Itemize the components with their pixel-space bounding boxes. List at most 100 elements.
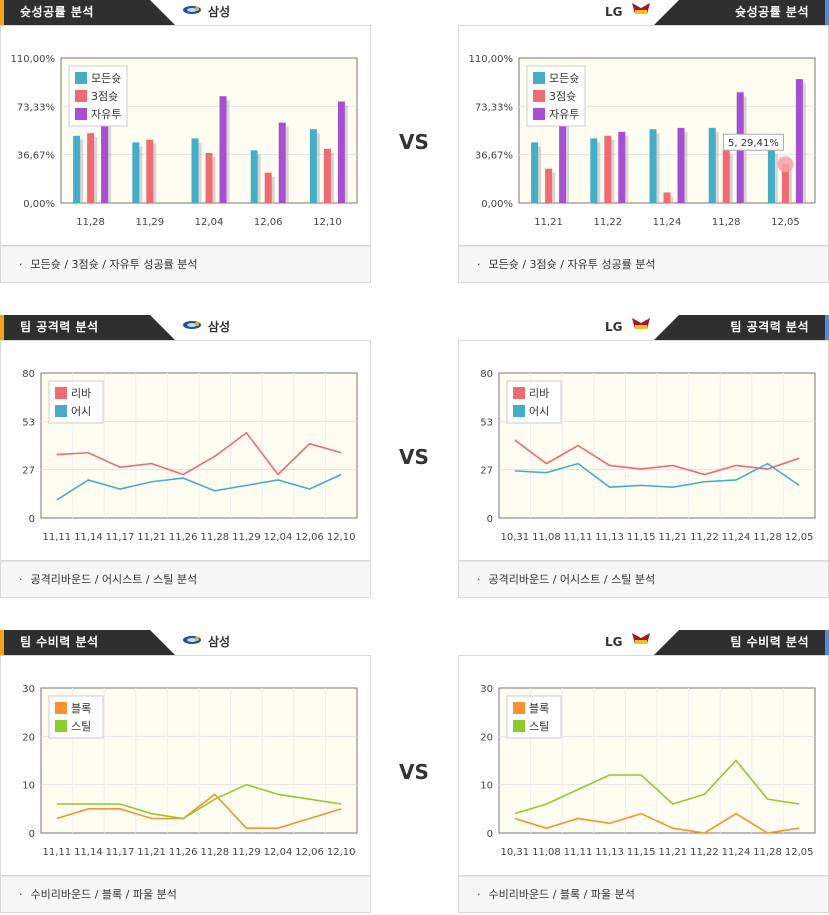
y-tick-label: 10 bbox=[480, 781, 493, 792]
bar bbox=[618, 131, 626, 203]
panel-shooting-samsung: 슛성공률 분석 삼성 0,00% 36,67% 73,33% 110,00% 11,28… bbox=[0, 0, 371, 283]
series-line bbox=[514, 439, 800, 476]
header-accent bbox=[825, 630, 829, 655]
tooltip-box bbox=[722, 133, 784, 151]
x-tick-label: 11,26 bbox=[169, 532, 198, 543]
bar bbox=[87, 133, 95, 203]
chart-container: 0 10 20 30 11,11 11,14 11,17 11,21 11,26 11,28 11,… bbox=[0, 655, 371, 876]
series-line bbox=[56, 431, 342, 476]
team-name: LG bbox=[605, 5, 623, 19]
section-header: 슛성공률 분석 삼성 bbox=[0, 0, 371, 25]
legend-label: 모든슛 bbox=[549, 72, 579, 85]
y-tick-label: 80 bbox=[480, 369, 493, 380]
x-tick-label: 11,21 bbox=[534, 217, 563, 228]
x-tick-label: 11,28 bbox=[753, 532, 782, 543]
section-title: 팀 공격력 분석 bbox=[0, 315, 175, 340]
panel-offense-samsung: 팀 공격력 분석 삼성 0 27 53 80 11,11 11,14 11,17 11,21 1… bbox=[0, 315, 371, 598]
chart-footer: · 수비리바운드 / 블록 / 파울 분석 bbox=[458, 876, 829, 913]
x-tick-label: 12,06 bbox=[295, 847, 324, 858]
legend-label: 3점슛 bbox=[549, 90, 576, 103]
header-accent bbox=[825, 0, 829, 25]
bar bbox=[323, 148, 331, 203]
bar bbox=[559, 118, 567, 203]
chart-container: 0 27 53 80 11,11 11,14 11,17 11,21 11,26 11,28 11,… bbox=[0, 340, 371, 561]
chart-footer: · 공격리바운드 / 어시스트 / 스틸 분석 bbox=[458, 561, 829, 598]
section-title: 팀 수비력 분석 bbox=[654, 630, 829, 655]
section-title: 팀 공격력 분석 bbox=[654, 315, 829, 340]
header-accent bbox=[0, 0, 4, 25]
y-tick-label: 110,00% bbox=[11, 54, 56, 65]
samsung-logo-icon bbox=[182, 315, 202, 340]
series-line bbox=[56, 793, 342, 829]
x-tick-label: 10,31 bbox=[500, 532, 529, 543]
bar bbox=[604, 135, 612, 203]
section-header: 팀 공격력 분석 LG bbox=[458, 315, 829, 340]
bar bbox=[649, 129, 657, 203]
x-tick-label: 12,05 bbox=[785, 532, 814, 543]
legend-label: 리바 bbox=[71, 387, 91, 400]
section-title: 팀 수비력 분석 bbox=[0, 630, 175, 655]
bar bbox=[677, 127, 685, 203]
lg-logo-icon bbox=[631, 630, 651, 655]
x-tick-label: 12,06 bbox=[254, 217, 283, 228]
legend-swatch bbox=[55, 387, 67, 399]
section-title: 슛성공률 분석 bbox=[654, 0, 829, 25]
legend-swatch bbox=[55, 720, 67, 732]
bar bbox=[278, 122, 286, 203]
legend-label: 자유투 bbox=[91, 108, 121, 121]
x-tick-label: 12,10 bbox=[327, 532, 356, 543]
x-tick-label: 11,21 bbox=[137, 847, 166, 858]
chart-container: 0,00% 36,67% 73,33% 110,00% 11,28 11,29 12,04 1… bbox=[0, 25, 371, 246]
bar bbox=[545, 168, 553, 203]
team-label: LG bbox=[605, 0, 657, 25]
x-tick-label: 12,10 bbox=[327, 847, 356, 858]
x-tick-label: 11,28 bbox=[712, 217, 741, 228]
x-tick-label: 10,31 bbox=[500, 847, 529, 858]
chart-footer: · 공격리바운드 / 어시스트 / 스틸 분석 bbox=[0, 561, 371, 598]
bar bbox=[250, 150, 258, 203]
legend-swatch bbox=[533, 108, 545, 120]
legend-swatch bbox=[75, 90, 87, 102]
x-tick-label: 11,28 bbox=[76, 217, 105, 228]
team-label: LG bbox=[605, 315, 657, 340]
panel-defense-lg: 팀 수비력 분석 LG 0 10 20 30 10,31 11,08 11,11 11,13 1… bbox=[458, 630, 829, 913]
y-tick-label: 53 bbox=[22, 417, 35, 428]
x-tick-label: 11,22 bbox=[690, 532, 719, 543]
y-tick-label: 27 bbox=[22, 466, 35, 477]
x-tick-label: 12,04 bbox=[264, 532, 293, 543]
legend-label: 어시 bbox=[71, 405, 91, 418]
header-accent bbox=[0, 630, 4, 655]
bar bbox=[309, 129, 317, 203]
chart-container: 0,00% 36,67% 73,33% 110,00% 11,21 11,22 11,24 1… bbox=[458, 25, 829, 246]
team-label: 삼성 bbox=[182, 315, 230, 340]
legend-swatch bbox=[513, 702, 525, 714]
team-name: 삼성 bbox=[208, 320, 231, 334]
bar bbox=[663, 192, 671, 203]
x-tick-label: 11,13 bbox=[595, 532, 624, 543]
section-header: 슛성공률 분석 LG bbox=[458, 0, 829, 25]
legend-swatch bbox=[533, 72, 545, 84]
x-tick-label: 11,28 bbox=[200, 532, 229, 543]
x-tick-label: 11,11 bbox=[42, 847, 71, 858]
series-line bbox=[514, 759, 800, 815]
y-tick-label: 110,00% bbox=[469, 54, 514, 65]
x-tick-label: 12,05 bbox=[771, 217, 800, 228]
series-line bbox=[56, 473, 342, 501]
y-tick-label: 36,67% bbox=[475, 151, 513, 162]
bar bbox=[73, 135, 81, 203]
bar bbox=[590, 138, 598, 203]
highlight-point bbox=[777, 156, 794, 173]
legend-label: 블록 bbox=[529, 702, 549, 715]
x-tick-label: 11,13 bbox=[595, 847, 624, 858]
legend-swatch bbox=[513, 720, 525, 732]
bar bbox=[795, 79, 803, 203]
team-name: 삼성 bbox=[208, 635, 231, 649]
vs-label: VS bbox=[399, 760, 429, 784]
x-tick-label: 11,11 bbox=[42, 532, 71, 543]
x-tick-label: 11,17 bbox=[106, 532, 135, 543]
series-line bbox=[514, 462, 800, 489]
team-name: 삼성 bbox=[208, 5, 231, 19]
